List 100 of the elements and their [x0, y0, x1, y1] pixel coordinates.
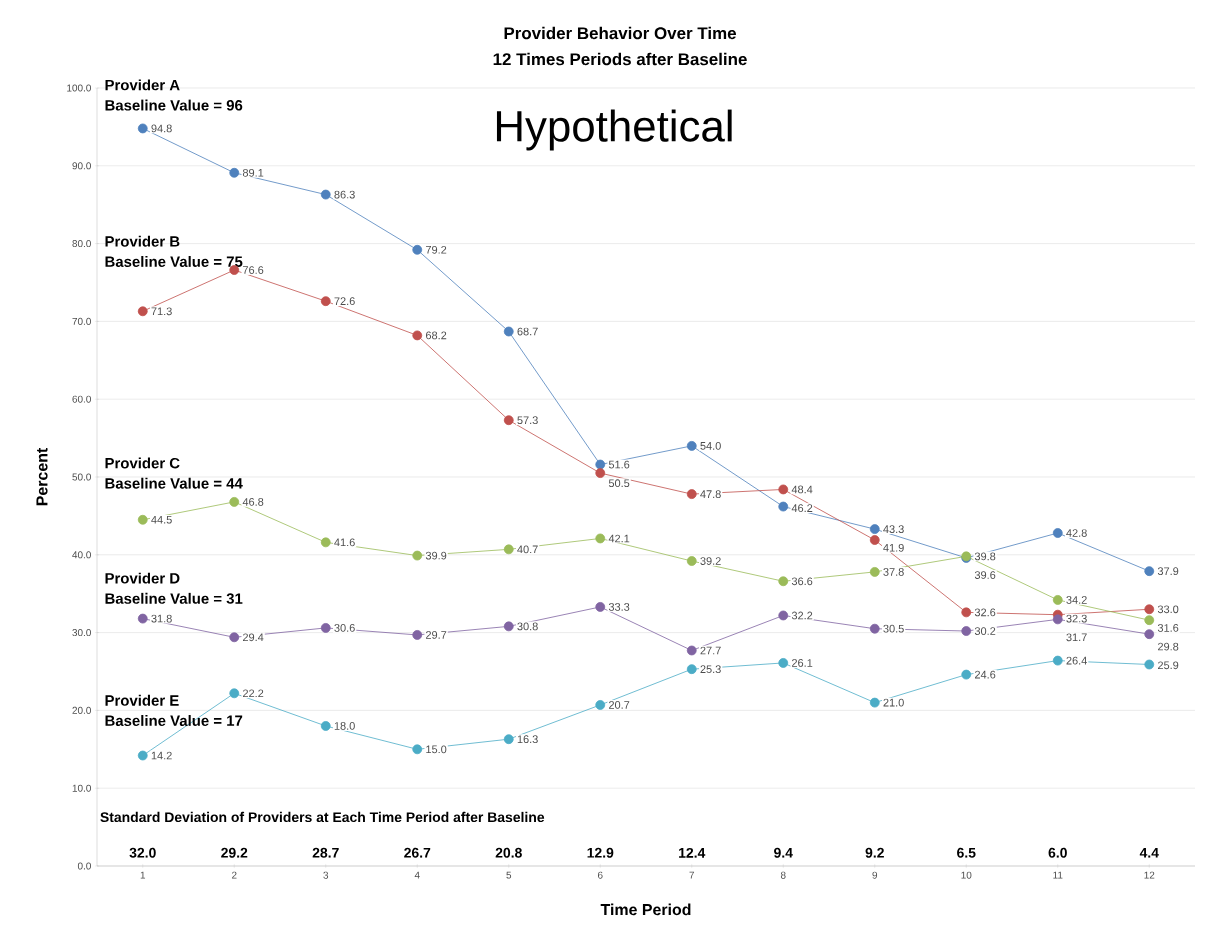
data-label: 54.0 [700, 442, 721, 450]
annotation: 9.2 [865, 847, 884, 858]
data-label: 26.4 [1066, 656, 1087, 665]
data-label: 33.0 [1157, 605, 1179, 614]
data-label: 18.0 [334, 722, 355, 730]
data-label: 32.6 [974, 608, 996, 617]
x-tick-label: 8 [780, 871, 786, 879]
y-tick-label: 60.0 [72, 395, 91, 403]
x-tick-label: 5 [506, 871, 512, 879]
annotation: 9.4 [774, 847, 793, 858]
x-tick-label: 4 [414, 871, 420, 879]
y-tick-label: 90.0 [72, 162, 91, 170]
data-label: 86.3 [334, 190, 355, 199]
annotation: Baseline Value = 96 [105, 99, 243, 111]
x-tick-label: 10 [961, 871, 972, 879]
data-label: 47.8 [700, 490, 721, 498]
y-tick-label: 100.0 [67, 84, 91, 92]
data-label: 24.6 [975, 670, 996, 679]
annotation: 20.8 [495, 847, 522, 858]
data-label: 42.8 [1066, 529, 1087, 537]
data-label: 22.2 [243, 689, 264, 698]
data-label: 30.6 [334, 624, 355, 632]
x-tick-label: 2 [231, 871, 237, 879]
y-tick-label: 40.0 [72, 551, 91, 559]
data-label: 41.6 [334, 538, 355, 547]
x-tick-label: 3 [323, 871, 329, 879]
data-label: 79.2 [426, 245, 447, 254]
annotation: 28.7 [312, 847, 339, 858]
annotation: Provider C [105, 457, 180, 469]
data-label: 68.2 [426, 331, 447, 340]
data-label: 36.6 [791, 577, 813, 586]
data-label: 29.4 [243, 633, 264, 642]
x-tick-label: 9 [872, 871, 878, 879]
data-label: 30.8 [517, 622, 538, 631]
data-label: 33.3 [608, 603, 630, 611]
data-label: 32.3 [1066, 614, 1087, 623]
data-label: 15.0 [426, 745, 447, 754]
annotation: Baseline Value = 31 [105, 592, 243, 604]
annotation: 4.4 [1139, 847, 1159, 858]
annotation: 6.5 [957, 847, 976, 858]
annotation: Standard Deviation of Providers at Each Time Period after Baseline [100, 811, 545, 823]
data-label: 46.2 [791, 504, 813, 512]
x-tick-label: 7 [689, 871, 695, 879]
data-label: 71.3 [151, 307, 172, 316]
data-label: 31.7 [1066, 633, 1087, 642]
data-label: 31.6 [1157, 624, 1179, 632]
data-label: 41.9 [883, 543, 904, 552]
data-label: 30.5 [883, 624, 904, 633]
chart-subtitle: 12 Times Periods after Baseline [493, 52, 747, 66]
y-axis-title: Percent [36, 447, 48, 506]
data-label: 43.3 [883, 525, 904, 533]
chart-title: Provider Behavior Over Time [504, 26, 736, 40]
data-label: 48.4 [791, 485, 813, 494]
annotation: 6.0 [1048, 847, 1067, 858]
data-label: 31.8 [151, 614, 172, 623]
data-label: 14.2 [151, 751, 172, 760]
data-label: 89.1 [242, 168, 264, 177]
annotation: 29.2 [221, 847, 248, 858]
y-tick-label: 80.0 [72, 240, 91, 248]
annotation: 12.9 [587, 847, 614, 858]
data-label: 39.8 [974, 552, 996, 561]
y-tick-label: 50.0 [72, 473, 91, 481]
annotation: Provider D [105, 572, 180, 584]
data-label: 42.1 [608, 534, 630, 543]
annotation: Provider A [105, 79, 180, 91]
data-label: 27.7 [700, 646, 721, 655]
annotation: 26.7 [404, 847, 431, 858]
annotation: Provider E [105, 694, 179, 706]
y-tick-label: 10.0 [72, 784, 91, 792]
data-label: 44.5 [151, 515, 172, 524]
data-label: 39.6 [974, 571, 996, 579]
data-label: 30.2 [974, 627, 996, 635]
data-label: 46.8 [242, 498, 264, 506]
y-tick-label: 70.0 [72, 317, 91, 325]
annotation: Baseline Value = 44 [105, 477, 243, 489]
data-label: 21.0 [883, 698, 904, 707]
data-label: 26.1 [792, 659, 813, 667]
data-label: 34.2 [1066, 596, 1087, 604]
data-label: 20.7 [609, 701, 630, 709]
x-tick-label: 11 [1053, 871, 1063, 879]
y-tick-label: 30.0 [72, 629, 91, 637]
annotation: Provider B [105, 235, 180, 247]
x-tick-label: 12 [1144, 871, 1155, 879]
data-label: 39.9 [425, 551, 447, 560]
data-label: 39.2 [700, 557, 721, 565]
data-label: 29.7 [426, 631, 447, 639]
y-tick-label: 0.0 [77, 862, 91, 870]
annotation: 32.0 [129, 847, 156, 858]
annotation: Hypothetical [496, 109, 732, 151]
annotation: Baseline Value = 17 [105, 715, 243, 726]
data-label: 32.2 [791, 611, 813, 620]
x-axis-title: Time Period [600, 903, 691, 916]
data-label: 68.7 [517, 327, 538, 336]
data-label: 50.5 [608, 479, 630, 488]
data-label: 16.3 [517, 735, 538, 744]
data-label: 29.8 [1158, 642, 1179, 651]
data-label: 94.8 [151, 124, 172, 133]
annotation: 12.4 [679, 847, 706, 858]
y-tick-label: 20.0 [72, 706, 91, 714]
data-label: 76.6 [243, 266, 264, 274]
